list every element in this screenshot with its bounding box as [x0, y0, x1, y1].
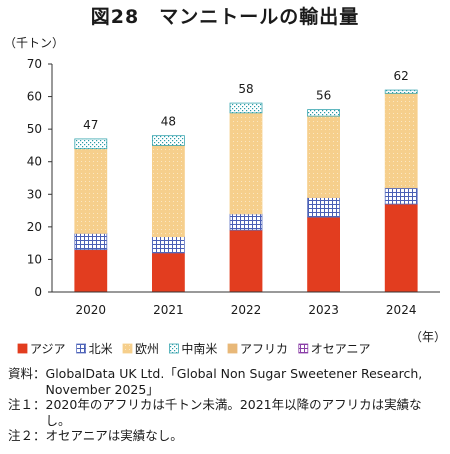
bar-segment — [307, 197, 341, 218]
total-label: 56 — [316, 89, 331, 103]
total-label: 62 — [394, 69, 409, 83]
bar-segment — [229, 112, 263, 215]
legend-label: 欧州 — [135, 342, 159, 356]
legend-swatch — [168, 343, 179, 354]
legend-label: 北米 — [89, 342, 113, 356]
legend-swatch — [17, 343, 28, 354]
legend: アジア 北米 欧州 中南米 アフリカ オセアニア — [17, 341, 371, 356]
figure-title: 図28 マンニトールの輸出量 — [90, 6, 360, 28]
y-tick-label: 50 — [27, 122, 42, 136]
y-axis-unit-label: （千トン） — [4, 36, 64, 50]
total-label: 48 — [161, 115, 176, 129]
note-1: 注１： 2020年のアフリカは千トン未満。2021年以降のアフリカは実績なし。 — [8, 397, 446, 428]
bar-segment — [384, 92, 418, 189]
y-tick-label: 60 — [27, 90, 42, 104]
note-2-text: オセアニアは実績なし。 — [45, 428, 183, 443]
bar-segment — [151, 145, 185, 238]
legend-swatch — [76, 343, 86, 354]
bar-segment — [151, 135, 185, 146]
bar-segment — [384, 203, 418, 293]
total-labels: 47 48 58 56 62 — [83, 69, 409, 132]
y-tick-label: 0 — [34, 285, 42, 299]
bar-segment — [307, 109, 341, 117]
legend-label: アフリカ — [240, 342, 288, 356]
total-label: 47 — [83, 118, 98, 132]
bar-segment — [307, 115, 341, 198]
note-source-text: GlobalData UK Ltd.「Global Non Sugar Swee… — [45, 366, 423, 397]
bar-segment — [151, 252, 185, 293]
legend-swatch — [122, 343, 133, 354]
x-axis: 2020 2021 2022 2023 2024 — [52, 291, 440, 317]
bar-segment — [229, 213, 263, 231]
legend-swatch — [298, 343, 309, 354]
y-tick-label: 70 — [27, 57, 42, 71]
x-tick-label: 2024 — [386, 303, 417, 317]
legend-label: オセアニア — [311, 342, 371, 356]
x-tick-label: 2020 — [76, 303, 107, 317]
x-tick-label: 2021 — [153, 303, 184, 317]
x-axis-unit-label: （年） — [410, 330, 446, 344]
note-1-label: 注１： — [8, 397, 46, 412]
x-tick-label: 2023 — [308, 303, 339, 317]
legend-label: 中南米 — [181, 341, 217, 356]
note-2: 注２： オセアニアは実績なし。 — [8, 428, 446, 444]
note-source: 資料： GlobalData UK Ltd.「Global Non Sugar … — [8, 366, 446, 397]
note-2-label: 注２： — [8, 428, 46, 443]
y-tick-label: 40 — [27, 155, 42, 169]
y-axis: 0 10 20 30 40 50 60 70 — [27, 57, 53, 299]
bar-segment — [229, 102, 263, 114]
notes: 資料： GlobalData UK Ltd.「Global Non Sugar … — [8, 366, 446, 444]
bars-group — [74, 89, 418, 293]
note-source-label: 資料： — [8, 366, 46, 381]
bar-segment — [74, 249, 108, 293]
y-tick-label: 30 — [27, 187, 42, 201]
legend-label: アジア — [30, 342, 66, 356]
y-tick-label: 20 — [27, 220, 42, 234]
legend-swatch — [227, 343, 238, 354]
bar-segment — [384, 89, 418, 94]
x-tick-label: 2022 — [231, 303, 262, 317]
bar-segment — [307, 216, 341, 293]
bar-segment — [74, 232, 108, 251]
bar-segment — [384, 187, 418, 205]
bar-segment — [151, 236, 185, 254]
bar-segment — [74, 138, 108, 150]
total-label: 58 — [238, 82, 253, 96]
note-1-text: 2020年のアフリカは千トン未満。2021年以降のアフリカは実績なし。 — [45, 397, 422, 428]
y-tick-label: 10 — [27, 252, 42, 266]
bar-segment — [229, 229, 263, 293]
bar-segment — [74, 148, 108, 234]
